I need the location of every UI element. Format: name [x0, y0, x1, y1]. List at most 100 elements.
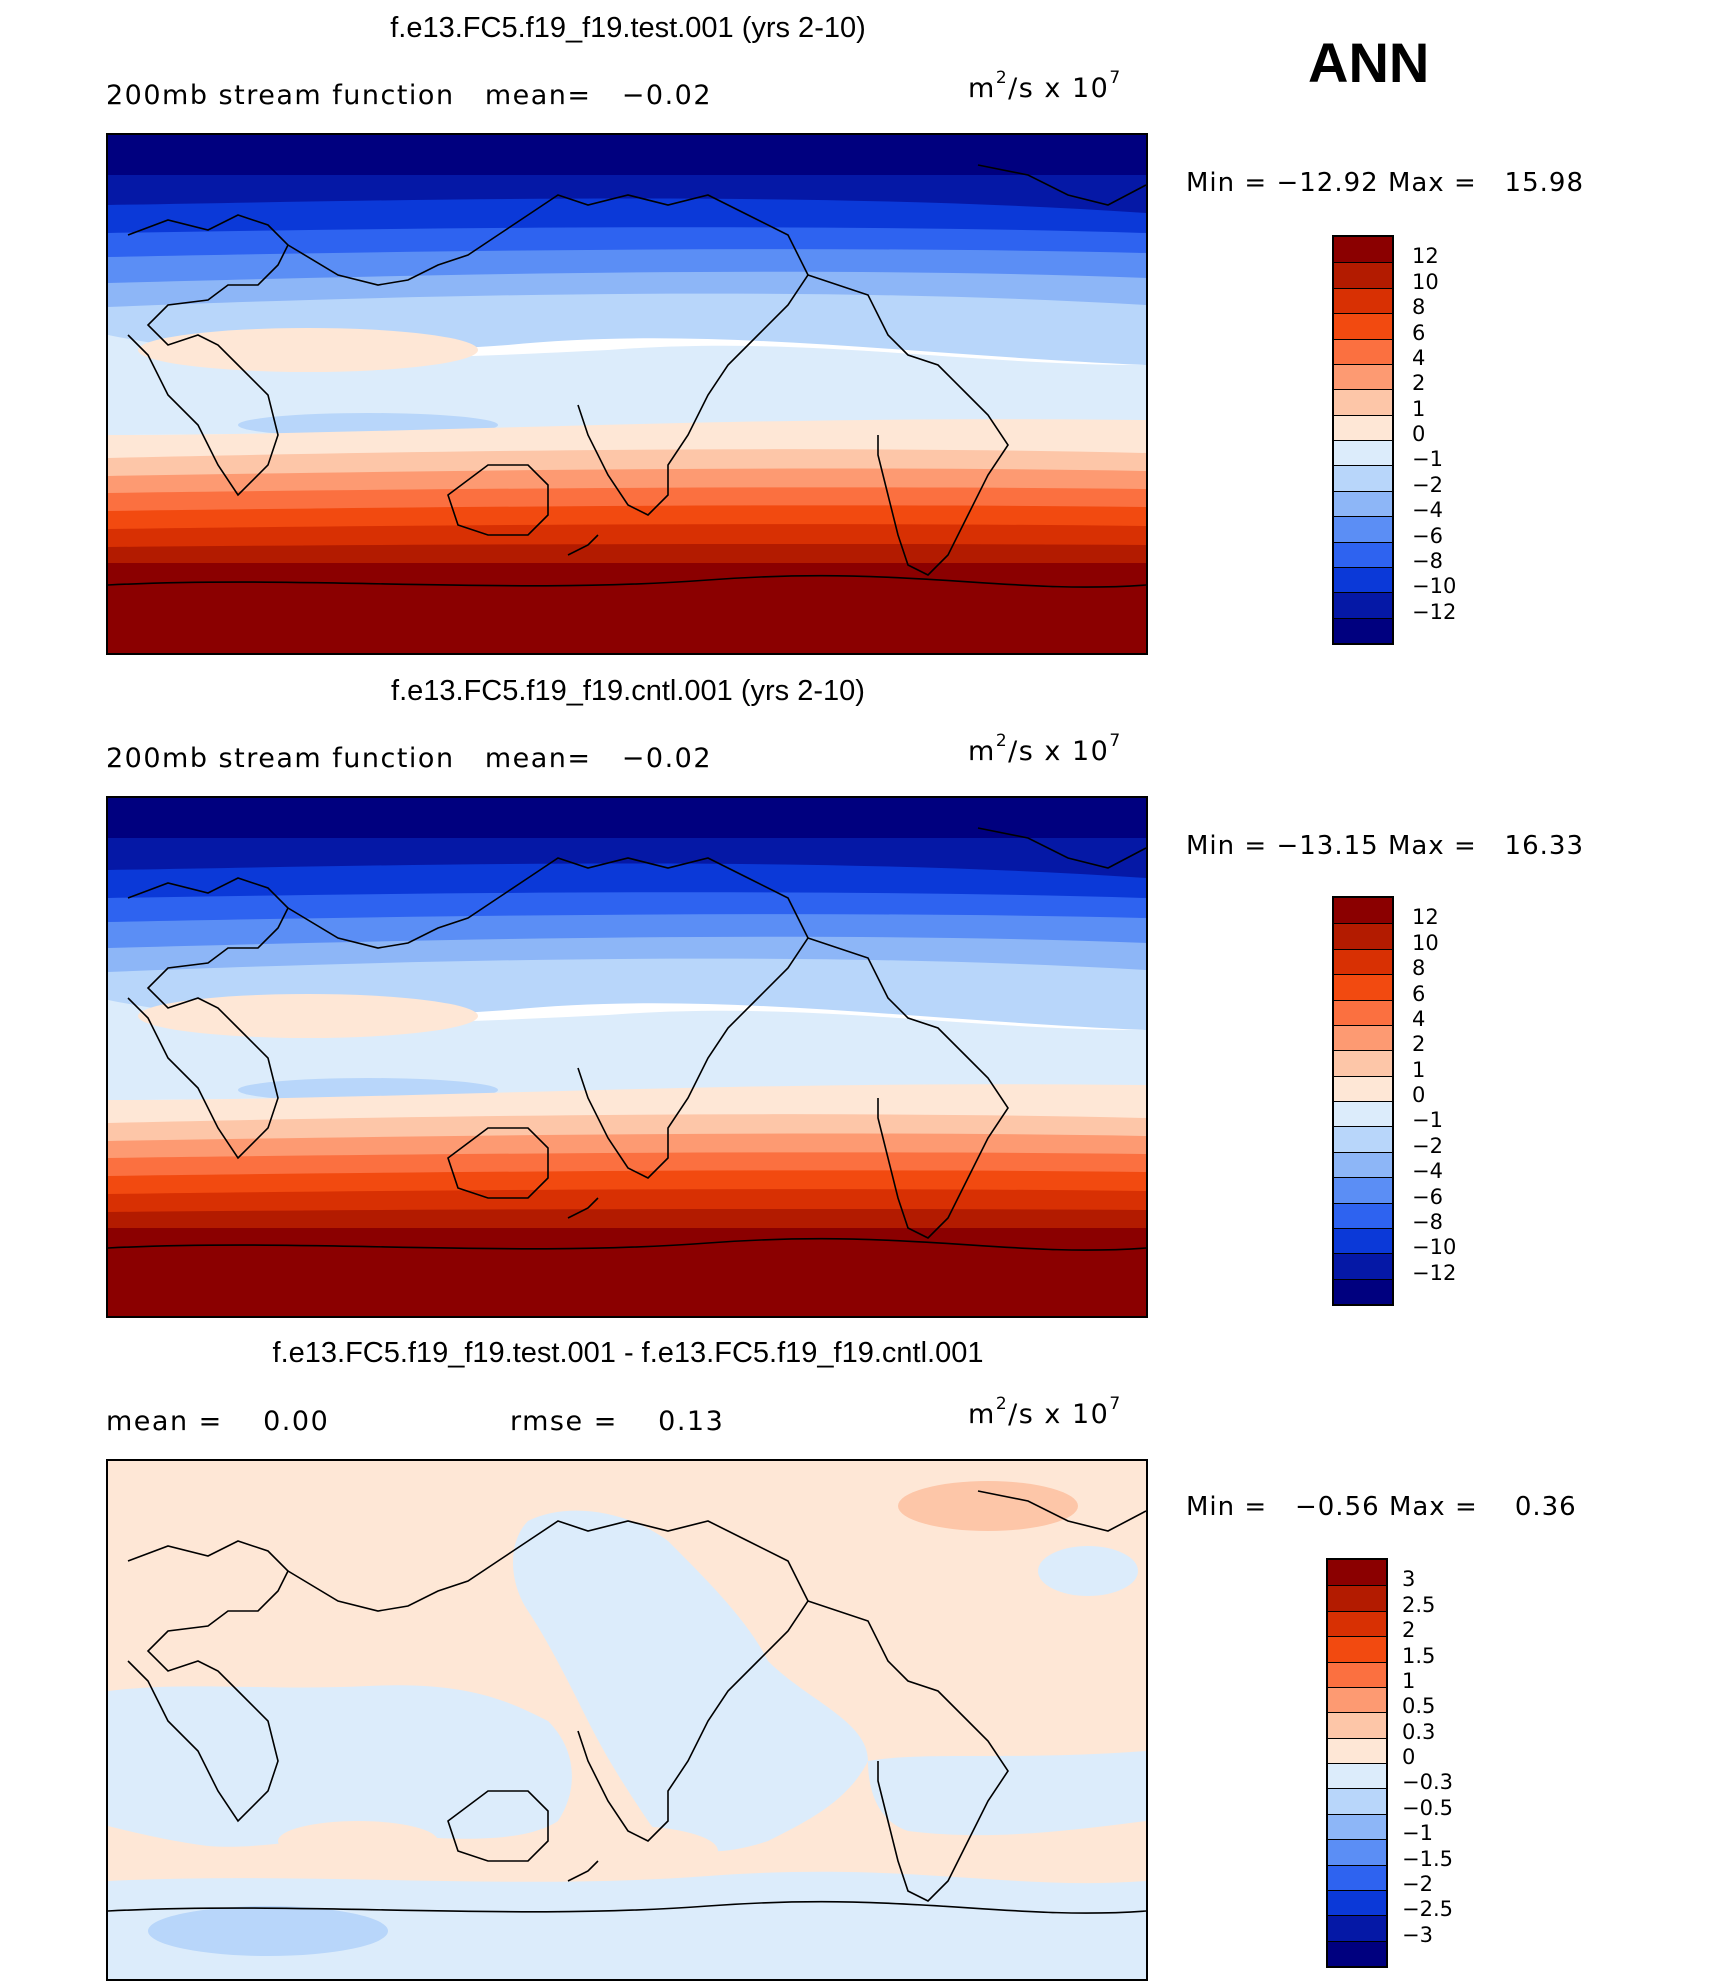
colorbar-cell	[1328, 1813, 1386, 1840]
colorbar-tick-label: −3	[1402, 1922, 1433, 1947]
colorbar-cell	[1328, 1915, 1386, 1941]
colorbar-tick-label: −1	[1412, 447, 1443, 472]
colorbar-cell	[1334, 1253, 1392, 1279]
colorbar-cell	[1328, 1737, 1386, 1763]
panel2-colorbar	[1332, 896, 1394, 1306]
colorbar-tick-label: 8	[1412, 956, 1426, 981]
colorbar-cell	[1334, 999, 1392, 1025]
colorbar-tick-label: −2.5	[1402, 1897, 1453, 1922]
colorbar-tick-label: 4	[1412, 1006, 1426, 1031]
colorbar-cell	[1334, 1024, 1392, 1051]
panel2-map	[106, 796, 1148, 1318]
panel2-units: m2/s x 107	[968, 731, 1122, 767]
colorbar-tick-label: 2.5	[1402, 1592, 1436, 1617]
panel3-units: m2/s x 107	[968, 1394, 1122, 1430]
colorbar-cell	[1328, 1585, 1386, 1611]
colorbar-cell	[1328, 1560, 1386, 1586]
colorbar-cell	[1334, 440, 1392, 466]
colorbar-tick-label: −8	[1412, 1209, 1443, 1234]
panel3-contour-fill	[108, 1461, 1146, 1979]
panel3-coastlines	[108, 1490, 1146, 1914]
colorbar-cell	[1334, 262, 1392, 288]
colorbar-tick-label: −12	[1412, 599, 1457, 624]
colorbar-tick-label: 6	[1412, 981, 1426, 1006]
colorbar-tick-label: −4	[1412, 1159, 1443, 1184]
colorbar-cell	[1328, 1661, 1386, 1687]
colorbar-cell	[1328, 1788, 1386, 1814]
colorbar-cell	[1328, 1610, 1386, 1637]
panel3-minmax: Min = −0.56 Max = 0.36	[1186, 1492, 1577, 1522]
colorbar-tick-label: 0	[1412, 422, 1426, 446]
colorbar-tick-label: 8	[1412, 295, 1426, 320]
panel2-contour-fill	[108, 798, 1146, 1316]
panel2-title: f.e13.FC5.f19_f19.cntl.001 (yrs 2-10)	[391, 675, 865, 707]
panel2-minmax: Min = −13.15 Max = 16.33	[1186, 831, 1584, 861]
colorbar-tick-label: 0.5	[1402, 1694, 1436, 1719]
colorbar-cell	[1334, 338, 1392, 364]
colorbar-tick-label: −10	[1412, 1235, 1457, 1260]
colorbar-cell	[1334, 1227, 1392, 1254]
colorbar-tick-label: 1	[1412, 1057, 1426, 1082]
colorbar-cell	[1334, 1177, 1392, 1203]
panel1-map	[106, 133, 1148, 655]
colorbar-tick-label: 1.5	[1402, 1643, 1436, 1668]
colorbar-tick-label: −2	[1412, 472, 1443, 497]
colorbar-tick-label: −0.5	[1402, 1795, 1453, 1820]
colorbar-cell	[1328, 1889, 1386, 1916]
colorbar-tick-label: −6	[1412, 1184, 1443, 1209]
colorbar-tick-label: −0.3	[1402, 1770, 1453, 1795]
colorbar-cell	[1334, 1278, 1392, 1304]
colorbar-tick-label: 6	[1412, 320, 1426, 345]
colorbar-cell	[1334, 465, 1392, 491]
colorbar-tick-label: 10	[1412, 930, 1439, 955]
colorbar-cell	[1334, 287, 1392, 314]
panel3-title: f.e13.FC5.f19_f19.test.001 - f.e13.FC5.f…	[272, 1337, 984, 1369]
colorbar-tick-label: −1	[1412, 1108, 1443, 1133]
season-label: ANN	[1308, 31, 1430, 94]
colorbar-cell	[1334, 1202, 1392, 1228]
colorbar-cell	[1328, 1712, 1386, 1738]
colorbar-cell	[1334, 541, 1392, 567]
colorbar-cell	[1334, 237, 1392, 263]
colorbar-cell	[1334, 414, 1392, 440]
panel1-coastlines	[108, 164, 1146, 588]
colorbar-tick-label: 2	[1412, 1032, 1426, 1057]
panel2-field-label: 200mb stream function mean= −0.02	[106, 743, 713, 774]
colorbar-cell	[1334, 974, 1392, 1000]
panel1-field-label: 200mb stream function mean= −0.02	[106, 80, 713, 111]
colorbar-cell	[1328, 1636, 1386, 1662]
colorbar-cell	[1334, 389, 1392, 415]
panel3-mean: mean = 0.00	[106, 1406, 330, 1437]
colorbar-tick-label: −8	[1412, 548, 1443, 573]
colorbar-tick-label: 1	[1412, 396, 1426, 421]
colorbar-tick-label: −12	[1412, 1260, 1457, 1285]
colorbar-cell	[1334, 898, 1392, 924]
colorbar-tick-label: 0.3	[1402, 1719, 1436, 1744]
colorbar-cell	[1334, 490, 1392, 517]
colorbar-tick-label: 0	[1402, 1745, 1416, 1769]
colorbar-cell	[1334, 1151, 1392, 1178]
colorbar-tick-label: 1	[1402, 1668, 1416, 1693]
colorbar-cell	[1334, 363, 1392, 390]
colorbar-cell	[1328, 1940, 1386, 1966]
panel1-colorbar	[1332, 235, 1394, 645]
colorbar-cell	[1334, 617, 1392, 643]
colorbar-cell	[1334, 1101, 1392, 1127]
colorbar-cell	[1334, 566, 1392, 593]
colorbar-cell	[1328, 1839, 1386, 1865]
panel3-rmse: rmse = 0.13	[510, 1406, 725, 1437]
panel1-title: f.e13.FC5.f19_f19.test.001 (yrs 2-10)	[390, 12, 866, 44]
colorbar-tick-label: −2	[1412, 1133, 1443, 1158]
colorbar-cell	[1328, 1763, 1386, 1789]
colorbar-tick-label: 2	[1402, 1618, 1416, 1643]
panel3-map	[106, 1459, 1148, 1981]
colorbar-tick-label: −1	[1402, 1821, 1433, 1846]
panel3-colorbar	[1326, 1558, 1388, 1968]
colorbar-cell	[1328, 1686, 1386, 1713]
colorbar-cell	[1334, 592, 1392, 618]
colorbar-tick-label: 12	[1412, 905, 1439, 930]
colorbar-cell	[1334, 923, 1392, 949]
colorbar-tick-label: 10	[1412, 269, 1439, 294]
colorbar-tick-label: 4	[1412, 345, 1426, 370]
colorbar-tick-label: −1.5	[1402, 1846, 1453, 1871]
